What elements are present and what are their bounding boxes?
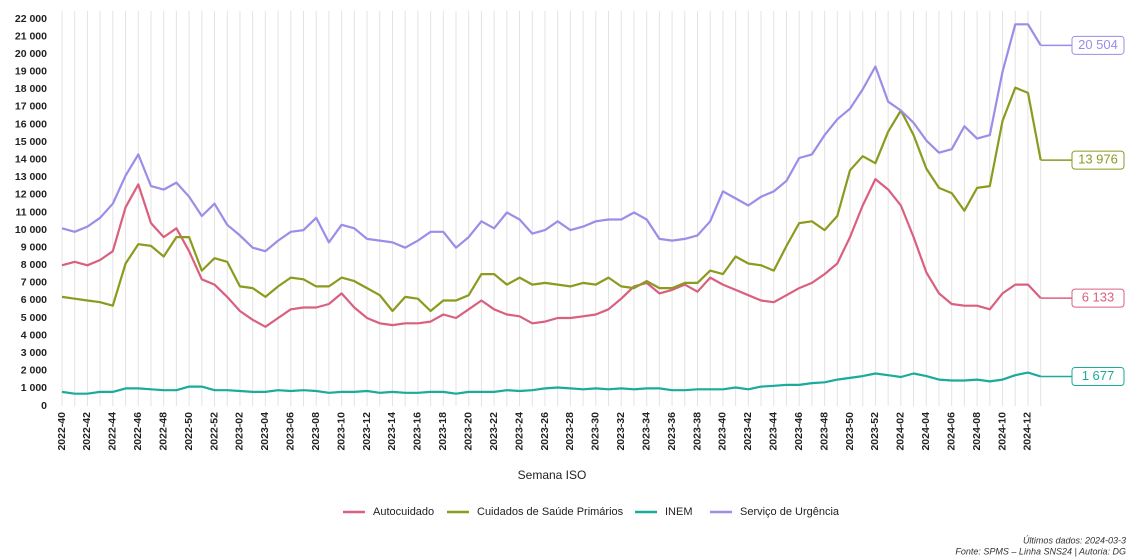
y-tick-label: 0 [41, 400, 47, 412]
x-tick-label: 2022-50 [183, 412, 195, 451]
y-tick-label: 3 000 [21, 347, 47, 359]
value-label: 6 133 [1082, 290, 1115, 305]
x-tick-label: 2023-08 [310, 412, 322, 451]
x-tick-label: 2023-52 [869, 412, 881, 451]
x-tick-label: 2023-32 [615, 412, 627, 451]
y-tick-label: 17 000 [15, 101, 47, 113]
x-tick-label: 2022-44 [107, 412, 119, 451]
legend-label: INEM [665, 506, 693, 518]
x-tick-label: 2023-26 [539, 412, 551, 451]
x-tick-label: 2022-48 [157, 412, 169, 451]
x-tick-label: 2022-46 [132, 412, 144, 451]
x-axis-title: Semana ISO [518, 468, 587, 482]
x-tick-label: 2023-44 [768, 412, 780, 451]
y-tick-label: 6 000 [21, 294, 47, 306]
y-tick-label: 21 000 [15, 30, 47, 42]
value-label: 13 976 [1078, 152, 1118, 167]
x-tick-label: 2023-34 [640, 412, 652, 451]
y-tick-label: 15 000 [15, 136, 47, 148]
x-tick-label: 2023-46 [793, 412, 805, 451]
x-tick-label: 2023-02 [234, 412, 246, 451]
x-tick-label: 2024-10 [996, 412, 1008, 451]
legend-label: Cuidados de Saúde Primários [477, 506, 624, 518]
y-tick-label: 9 000 [21, 241, 47, 253]
value-label: 1 677 [1082, 368, 1115, 383]
y-tick-label: 5 000 [21, 312, 47, 324]
x-tick-label: 2023-06 [285, 412, 297, 451]
x-tick-label: 2023-30 [590, 412, 602, 451]
x-tick-label: 2022-42 [81, 412, 93, 451]
x-tick-label: 2023-38 [691, 412, 703, 451]
footnote: Últimos dados: 2024-03-3 [1023, 535, 1126, 545]
x-tick-label: 2023-28 [564, 412, 576, 451]
x-tick-label: 2023-18 [437, 412, 449, 451]
label-box [1071, 288, 1125, 308]
legend-label: Serviço de Urgência [740, 506, 840, 518]
x-tick-label: 2023-04 [259, 412, 271, 451]
y-tick-label: 1 000 [21, 382, 47, 394]
x-tick-label: 2024-04 [920, 412, 932, 451]
x-tick-label: 2024-08 [971, 412, 983, 451]
y-tick-label: 8 000 [21, 259, 47, 271]
x-tick-label: 2024-02 [895, 412, 907, 451]
label-box [1071, 367, 1125, 387]
series-line [61, 371, 1042, 395]
x-tick-label: 2022-40 [56, 412, 68, 451]
y-tick-label: 16 000 [15, 118, 47, 130]
x-tick-label: 2023-50 [844, 412, 856, 451]
x-tick-label: 2022-52 [208, 412, 220, 451]
x-tick-label: 2023-20 [463, 412, 475, 451]
y-tick-label: 4 000 [21, 329, 47, 341]
y-tick-label: 10 000 [15, 224, 47, 236]
x-tick-label: 2024-06 [945, 412, 957, 451]
label-box [1071, 35, 1125, 55]
x-tick-label: 2023-48 [818, 412, 830, 451]
x-tick-label: 2023-16 [412, 412, 424, 451]
y-tick-label: 11 000 [15, 206, 47, 218]
y-tick-label: 7 000 [21, 277, 47, 289]
x-tick-label: 2024-12 [1022, 412, 1034, 451]
value-label: 20 504 [1078, 37, 1118, 52]
y-tick-label: 13 000 [15, 171, 47, 183]
x-tick-label: 2023-24 [513, 412, 525, 451]
x-tick-label: 2023-10 [335, 412, 347, 451]
y-tick-label: 19 000 [15, 66, 47, 78]
x-tick-label: 2023-22 [488, 412, 500, 451]
legend-label: Autocuidado [373, 506, 434, 518]
y-tick-label: 20 000 [15, 48, 47, 60]
x-tick-label: 2023-12 [361, 412, 373, 451]
series-line [61, 23, 1042, 253]
footnote: Fonte: SPMS – Linha SNS24 | Autoria: DG [955, 546, 1126, 556]
x-tick-label: 2023-14 [386, 412, 398, 451]
series-line [61, 178, 1042, 328]
y-tick-label: 2 000 [21, 365, 47, 377]
x-tick-label: 2023-36 [666, 412, 678, 451]
y-tick-label: 14 000 [15, 154, 47, 166]
label-box [1071, 150, 1125, 170]
x-tick-label: 2023-40 [717, 412, 729, 451]
series-line [61, 86, 1042, 313]
y-tick-label: 22 000 [15, 13, 47, 25]
y-tick-label: 18 000 [15, 83, 47, 95]
y-tick-label: 12 000 [15, 189, 47, 201]
x-tick-label: 2023-42 [742, 412, 754, 451]
